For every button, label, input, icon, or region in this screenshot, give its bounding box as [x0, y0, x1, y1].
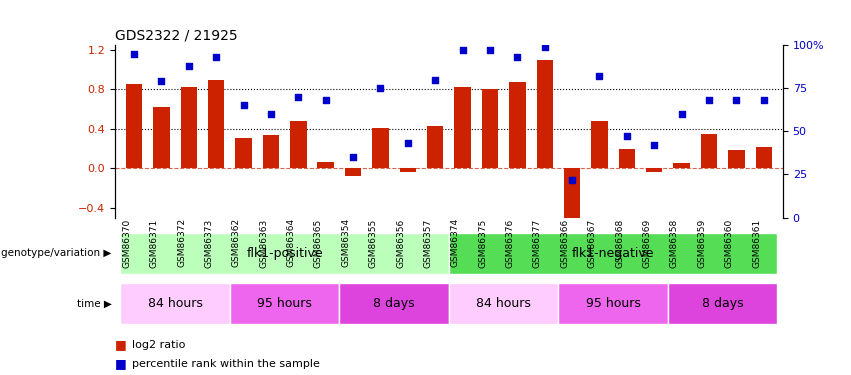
Point [565, 177, 579, 183]
Bar [317, 162, 334, 168]
Text: GSM86371: GSM86371 [150, 218, 158, 268]
Bar [756, 147, 772, 168]
Bar [449, 283, 558, 324]
Bar [120, 283, 230, 324]
Text: GSM86366: GSM86366 [560, 218, 569, 268]
Point [374, 85, 387, 91]
Bar [372, 128, 389, 168]
Text: GSM86373: GSM86373 [204, 218, 214, 268]
Point [401, 140, 414, 146]
Text: GSM86365: GSM86365 [314, 218, 323, 268]
Text: 84 hours: 84 hours [477, 297, 531, 310]
Point [702, 97, 716, 103]
Point [428, 76, 442, 82]
Bar [454, 87, 471, 168]
Text: ■: ■ [115, 357, 127, 370]
Text: 84 hours: 84 hours [148, 297, 203, 310]
Text: GSM86368: GSM86368 [615, 218, 624, 268]
Point [511, 54, 524, 60]
Text: ■: ■ [115, 339, 127, 351]
Text: GSM86356: GSM86356 [396, 218, 405, 268]
Bar [263, 135, 279, 168]
Text: GSM86363: GSM86363 [260, 218, 268, 268]
Bar [449, 232, 778, 274]
Text: percentile rank within the sample: percentile rank within the sample [132, 359, 320, 369]
Point [182, 63, 196, 69]
Text: time ▶: time ▶ [77, 299, 111, 309]
Bar [427, 126, 443, 168]
Text: GSM86357: GSM86357 [424, 218, 432, 268]
Text: 8 days: 8 days [702, 297, 744, 310]
Point [648, 142, 661, 148]
Text: GSM86359: GSM86359 [697, 218, 706, 268]
Text: GSM86374: GSM86374 [451, 218, 460, 267]
Point [237, 102, 250, 108]
Bar [646, 168, 662, 172]
Bar [400, 168, 416, 172]
Point [483, 47, 497, 53]
Bar [345, 168, 362, 176]
Bar [126, 84, 142, 168]
Bar [536, 60, 553, 168]
Point [620, 134, 634, 140]
Point [538, 44, 551, 50]
Text: GSM86375: GSM86375 [478, 218, 488, 268]
Bar [564, 168, 580, 217]
Bar [120, 232, 449, 274]
Text: flk1-positive: flk1-positive [246, 247, 323, 259]
Bar [340, 283, 449, 324]
Text: GSM86361: GSM86361 [752, 218, 761, 268]
Bar [153, 107, 169, 168]
Point [675, 111, 688, 117]
Bar [619, 150, 635, 168]
Text: GSM86372: GSM86372 [177, 218, 186, 267]
Bar [728, 150, 745, 168]
Point [128, 51, 141, 57]
Text: GSM86358: GSM86358 [670, 218, 679, 268]
Bar [290, 121, 306, 168]
Text: 95 hours: 95 hours [585, 297, 641, 310]
Point [264, 111, 277, 117]
Bar [509, 82, 526, 168]
Bar [591, 121, 608, 168]
Point [319, 97, 333, 103]
Bar [700, 134, 717, 168]
Text: GSM86376: GSM86376 [505, 218, 515, 268]
Text: GSM86360: GSM86360 [725, 218, 734, 268]
Point [592, 73, 606, 79]
Text: 8 days: 8 days [374, 297, 415, 310]
Bar [482, 89, 498, 168]
Point [346, 154, 360, 160]
Bar [673, 163, 690, 168]
Bar [180, 87, 197, 168]
Text: GSM86377: GSM86377 [533, 218, 542, 268]
Point [209, 54, 223, 60]
Bar [208, 80, 225, 168]
Text: GSM86369: GSM86369 [643, 218, 652, 268]
Text: GSM86362: GSM86362 [231, 218, 241, 267]
Bar [558, 283, 668, 324]
Bar [236, 138, 252, 168]
Text: GDS2322 / 21925: GDS2322 / 21925 [115, 28, 237, 42]
Text: GSM86364: GSM86364 [287, 218, 295, 267]
Text: 95 hours: 95 hours [257, 297, 312, 310]
Text: flk1-negative: flk1-negative [572, 247, 654, 259]
Point [456, 47, 470, 53]
Text: GSM86355: GSM86355 [368, 218, 378, 268]
Text: GSM86370: GSM86370 [123, 218, 131, 268]
Text: log2 ratio: log2 ratio [132, 340, 186, 350]
Text: GSM86367: GSM86367 [588, 218, 597, 268]
Bar [668, 283, 778, 324]
Text: genotype/variation ▶: genotype/variation ▶ [1, 248, 111, 258]
Point [155, 78, 168, 84]
Text: GSM86354: GSM86354 [341, 218, 351, 267]
Bar [230, 283, 340, 324]
Point [757, 97, 770, 103]
Point [292, 94, 306, 100]
Point [729, 97, 743, 103]
